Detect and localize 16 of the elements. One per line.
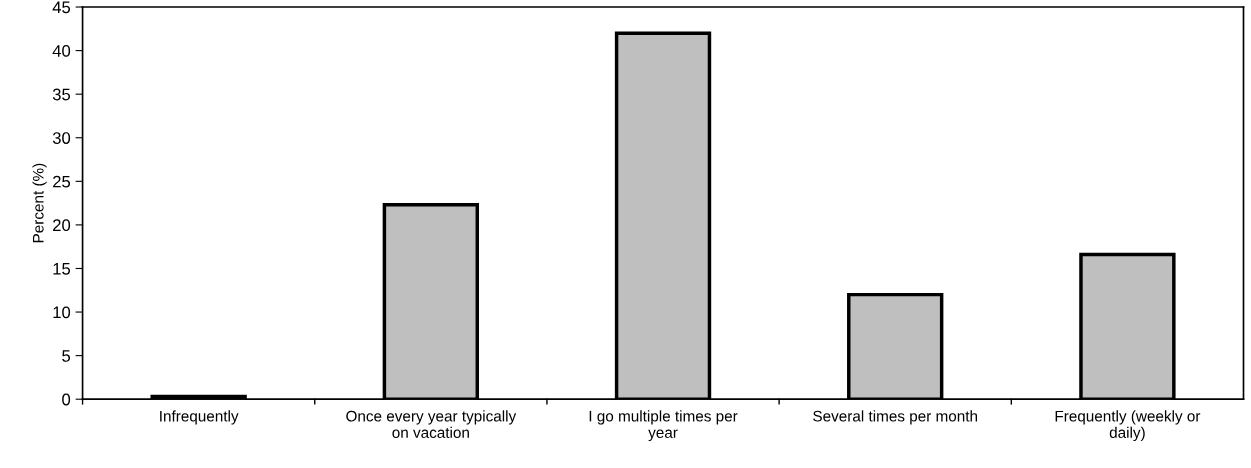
x-tick-label: I go multiple times per year <box>589 410 738 442</box>
y-tick-label: 20 <box>53 219 71 232</box>
y-tick-label: 40 <box>52 45 71 57</box>
x-tick-label: Frequently (weekly or daily) <box>1055 410 1201 442</box>
x-tick-label: Infrequently <box>160 410 239 425</box>
x-tick-label: Once every year typically on vacation <box>346 410 517 438</box>
y-tick-label: 25 <box>53 175 71 188</box>
y-tick-label: 5 <box>62 350 71 362</box>
x-tick-label: Several times per month <box>813 410 978 425</box>
y-tick-label: 35 <box>52 88 71 101</box>
y-tick-label: 10 <box>53 306 71 319</box>
y-tick-label: 0 <box>62 393 71 406</box>
y-tick-label: 15 <box>53 263 71 275</box>
y-tick-label: 45 <box>52 1 71 14</box>
y-tick-label: 30 <box>52 132 71 144</box>
y-axis-title: Percent (%) <box>32 163 47 243</box>
